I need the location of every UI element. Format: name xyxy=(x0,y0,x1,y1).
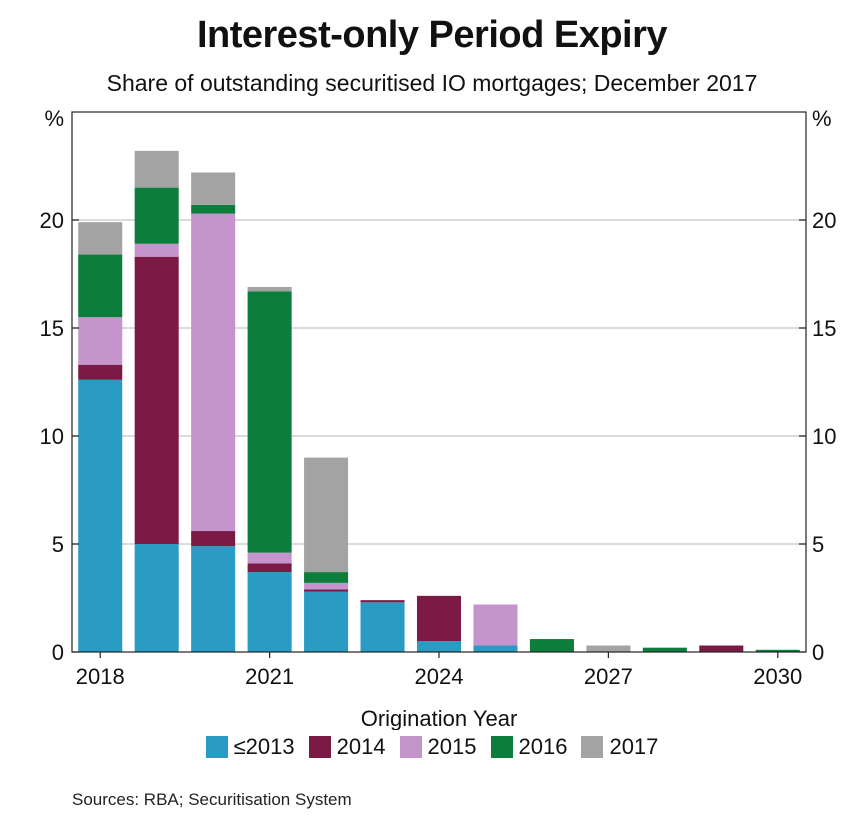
y-axis-label-left: % xyxy=(44,106,64,131)
legend-item: 2017 xyxy=(581,734,658,760)
legend-label: 2017 xyxy=(609,734,659,759)
legend-label: ≤2013 xyxy=(233,734,295,759)
legend-swatch xyxy=(205,736,228,758)
chart-plot: 0 0 5 5 10 10 15 15 20 20 2018 2021 2024 2027 2030 % %… xyxy=(40,106,837,730)
bar-segment xyxy=(304,591,349,652)
gridlines xyxy=(72,219,806,545)
legend-swatch xyxy=(399,736,422,758)
y-tick-label-right: 15 xyxy=(812,316,836,341)
bar-segment xyxy=(134,256,179,544)
legend-label: 2014 xyxy=(336,734,386,759)
bar-segment xyxy=(416,641,462,652)
bar-segment xyxy=(247,572,292,652)
bar-segment xyxy=(247,552,292,564)
bar-segment xyxy=(78,379,123,652)
bar-segment xyxy=(304,589,349,592)
bar-segment xyxy=(191,204,236,214)
bar-segment xyxy=(360,600,405,603)
legend-item: ≤2013 xyxy=(205,734,295,760)
legend-swatch xyxy=(308,736,331,758)
plot-frame xyxy=(71,111,807,653)
bar-segment xyxy=(134,243,179,257)
y-tick-label-right: 0 xyxy=(812,640,824,665)
bar-segment xyxy=(134,544,179,652)
chart-subtitle: Share of outstanding securitised IO mort… xyxy=(106,70,758,96)
bar-segment xyxy=(473,604,518,646)
y-tick-label-left: 20 xyxy=(40,208,64,233)
x-axis-label: Origination Year xyxy=(361,706,518,730)
bar-segment xyxy=(191,531,236,547)
bar-segment xyxy=(360,602,405,652)
bar-segment xyxy=(191,213,236,532)
legend-label: 2016 xyxy=(518,734,568,759)
chart-title: Interest-only Period Expiry xyxy=(196,14,668,56)
bar-segment xyxy=(642,647,687,652)
bar-segment xyxy=(304,572,349,583)
x-tick-label: 2030 xyxy=(753,664,802,689)
x-tick-label: 2021 xyxy=(245,664,294,689)
y-tick-label-right: 20 xyxy=(812,208,836,233)
bar-segment xyxy=(529,639,574,652)
legend-item: 2015 xyxy=(399,734,477,760)
bar-segment xyxy=(699,645,744,652)
bar-segment xyxy=(191,172,236,205)
y-tick-label-right: 5 xyxy=(812,532,824,557)
legend-label: 2015 xyxy=(427,734,477,759)
legend-swatch xyxy=(490,736,513,758)
y-tick-label-right: 10 xyxy=(812,424,836,449)
chart-legend: ≤2013 2014 2015 2016 2017 xyxy=(0,734,864,760)
source-note: Sources: RBA; Securitisation System xyxy=(72,790,352,809)
bar-segment xyxy=(78,364,123,380)
y-tick-label-left: 10 xyxy=(40,424,64,449)
bar-segment xyxy=(247,286,292,292)
y-tick-label-left: 15 xyxy=(40,316,64,341)
bar-segment xyxy=(304,457,349,573)
bar-segment xyxy=(134,150,179,188)
bar-segment xyxy=(586,645,631,652)
bar-segment xyxy=(78,254,123,318)
y-tick-label-left: 0 xyxy=(52,640,64,665)
bar-segment xyxy=(191,546,236,652)
y-axis-label-right: % xyxy=(812,106,832,131)
bar-segment xyxy=(304,582,349,590)
bar-segment xyxy=(755,649,800,652)
bar-segment xyxy=(416,595,462,642)
bars xyxy=(78,150,800,652)
x-tick-label: 2027 xyxy=(584,664,633,689)
bar-segment xyxy=(247,291,292,553)
axis-ticks: 0 0 5 5 10 10 15 15 20 20 2018 2021 2024 2027 2030 xyxy=(40,208,837,689)
bar-segment xyxy=(473,645,518,652)
bar-segment xyxy=(247,563,292,573)
x-tick-label: 2018 xyxy=(76,664,125,689)
legend-swatch xyxy=(581,736,604,758)
x-tick-label: 2024 xyxy=(415,664,464,689)
bar-segment xyxy=(134,187,179,244)
bar-segment xyxy=(78,317,123,365)
legend-item: 2014 xyxy=(308,734,386,760)
bar-segment xyxy=(78,222,123,255)
legend-item: 2016 xyxy=(490,734,568,760)
y-tick-label-left: 5 xyxy=(52,532,64,557)
